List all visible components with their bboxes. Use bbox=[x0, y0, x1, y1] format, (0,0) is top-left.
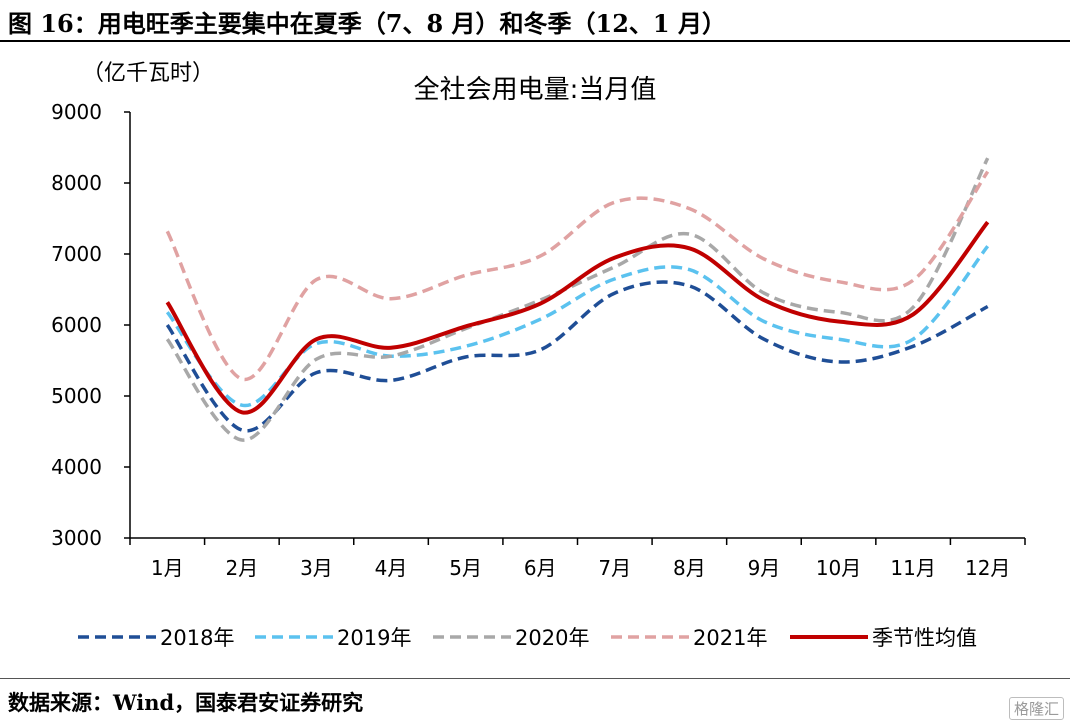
series-line-3 bbox=[165, 170, 990, 381]
x-tick-label: 9月 bbox=[748, 556, 781, 580]
y-tick-label: 3000 bbox=[51, 526, 102, 550]
x-tick-label: 10月 bbox=[816, 556, 861, 580]
y-tick-label: 5000 bbox=[51, 384, 102, 408]
y-tick-label: 6000 bbox=[51, 313, 102, 337]
y-axis-unit-label: （亿千瓦时） bbox=[82, 61, 214, 86]
y-tick-label: 4000 bbox=[51, 455, 102, 479]
x-tick-label: 4月 bbox=[375, 556, 408, 580]
chart-title: 全社会用电量:当月值 bbox=[414, 75, 657, 105]
y-tick-label: 9000 bbox=[51, 100, 102, 124]
y-tick-label: 8000 bbox=[51, 171, 102, 195]
x-tick-label: 5月 bbox=[449, 556, 482, 580]
legend-label: 2020年 bbox=[515, 626, 589, 650]
x-tick-label: 2月 bbox=[226, 556, 259, 580]
legend-label: 2019年 bbox=[337, 626, 411, 650]
series-line-4 bbox=[165, 220, 990, 415]
series-layer bbox=[165, 157, 990, 442]
x-tick-label: 12月 bbox=[965, 556, 1010, 580]
legend-label: 2021年 bbox=[693, 626, 767, 650]
source-note: 数据来源：Wind，国泰君安证券研究 bbox=[8, 690, 364, 715]
y-tick-label: 7000 bbox=[51, 242, 102, 266]
legend-label: 季节性均值 bbox=[872, 626, 977, 650]
axes: 3000 4000 5000 6000 7000 8000 9000 1月 2月 3月 4月 5月 6月… bbox=[51, 100, 1026, 580]
x-tick-label: 3月 bbox=[300, 556, 333, 580]
figure-title: 图 16：用电旺季主要集中在夏季（7、8 月）和冬季（12、1 月） bbox=[8, 9, 726, 38]
figure-header: 图 16：用电旺季主要集中在夏季（7、8 月）和冬季（12、1 月） bbox=[0, 0, 1070, 42]
series-line-0 bbox=[165, 280, 989, 433]
chart: 全社会用电量:当月值 （亿千瓦时） 3000 4000 5000 6000 7000 80… bbox=[51, 61, 1026, 650]
x-tick-label: 11月 bbox=[890, 556, 935, 580]
figure-footer: 数据来源：Wind，国泰君安证券研究 格隆汇 bbox=[0, 678, 1070, 724]
series-line-1 bbox=[165, 245, 990, 407]
x-tick-label: 8月 bbox=[673, 556, 706, 580]
watermark: 格隆汇 bbox=[1008, 697, 1064, 720]
x-tick-label: 1月 bbox=[151, 556, 184, 580]
x-tick-label: 7月 bbox=[598, 556, 631, 580]
x-tick-label: 6月 bbox=[524, 556, 557, 580]
legend: 2018年 2019年 2020年 2021年 季节性均值 bbox=[78, 626, 977, 650]
legend-label: 2018年 bbox=[160, 626, 234, 650]
